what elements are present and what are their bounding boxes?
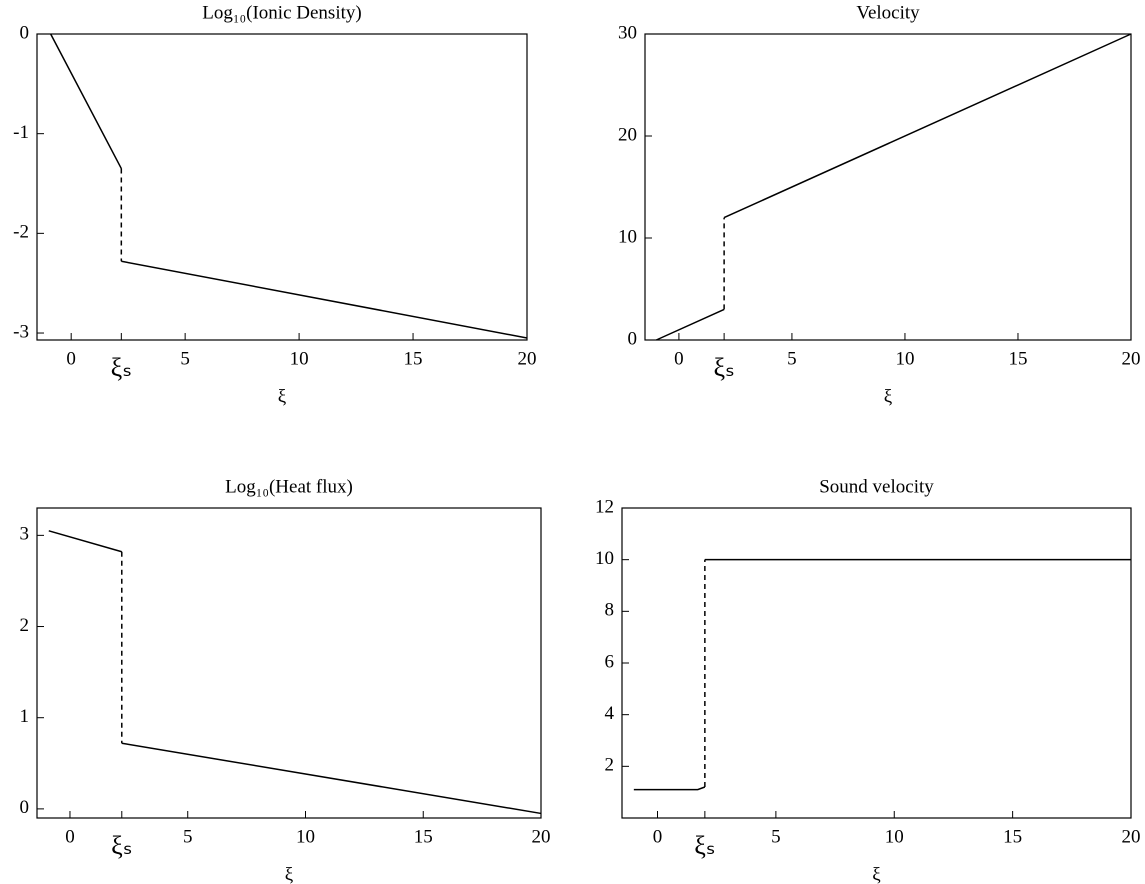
x-tick-label: 0 — [674, 348, 684, 369]
x-tick-label: 10 — [296, 826, 315, 847]
chart-title: Log₁₀(Heat flux) — [225, 476, 353, 497]
data-line — [48, 530, 542, 815]
y-tick-label: 4 — [605, 703, 615, 724]
x-tick-label: 0 — [653, 826, 663, 847]
x-tick-label: 5 — [787, 348, 797, 369]
x-tick-label: ξₛ — [111, 831, 132, 860]
y-tick-label: 8 — [605, 600, 615, 621]
x-tick-label: 20 — [532, 826, 551, 847]
x-axis-label: ξ — [872, 864, 881, 884]
x-tick-label: ξₛ — [111, 353, 132, 382]
y-tick-label: 10 — [618, 226, 637, 247]
data-line — [633, 558, 1131, 791]
x-tick-label: 15 — [1008, 348, 1027, 369]
x-tick-label: ξₛ — [713, 353, 734, 382]
data-line — [655, 33, 1132, 341]
y-tick-label: -3 — [13, 321, 29, 342]
x-tick-label: 20 — [1122, 826, 1141, 847]
y-tick-label: 1 — [20, 706, 30, 727]
y-tick-label: 12 — [595, 496, 614, 517]
x-tick-label: 20 — [518, 348, 537, 369]
x-tick-label: 5 — [771, 826, 781, 847]
y-tick-label: 0 — [20, 22, 30, 43]
x-tick-label: 15 — [404, 348, 423, 369]
plot-frame — [644, 33, 1132, 341]
x-tick-label: 20 — [1122, 348, 1141, 369]
x-tick-label: 0 — [65, 826, 75, 847]
chart-title: Sound velocity — [819, 476, 934, 497]
x-tick-label: ξₛ — [694, 831, 715, 860]
y-tick-label: 10 — [595, 548, 614, 569]
y-tick-label: 30 — [618, 22, 637, 43]
y-tick-label: -1 — [13, 122, 29, 143]
x-tick-label: 10 — [290, 348, 309, 369]
x-tick-label: 5 — [183, 826, 193, 847]
y-tick-label: 6 — [605, 651, 615, 672]
y-tick-label: -2 — [13, 222, 29, 243]
x-tick-label: 0 — [66, 348, 76, 369]
x-tick-label: 10 — [895, 348, 914, 369]
chart-title: Log₁₀(Ionic Density) — [202, 2, 361, 23]
y-tick-label: 0 — [628, 328, 638, 349]
x-tick-label: 15 — [1003, 826, 1022, 847]
y-tick-label: 2 — [20, 615, 30, 636]
plot-frame — [36, 507, 542, 819]
y-tick-label: 0 — [20, 797, 30, 818]
y-tick-label: 20 — [618, 124, 637, 145]
y-tick-label: 3 — [20, 524, 30, 545]
x-tick-label: 15 — [414, 826, 433, 847]
plot-frame — [36, 33, 528, 341]
plot-frame — [621, 507, 1132, 819]
data-line — [50, 33, 528, 339]
x-tick-label: 5 — [180, 348, 190, 369]
x-axis-label: ξ — [884, 386, 893, 407]
y-tick-label: 2 — [605, 755, 615, 776]
x-axis-label: ξ — [278, 386, 287, 407]
chart-title: Velocity — [856, 2, 920, 23]
x-tick-label: 10 — [885, 826, 904, 847]
x-axis-label: ξ — [285, 864, 294, 884]
